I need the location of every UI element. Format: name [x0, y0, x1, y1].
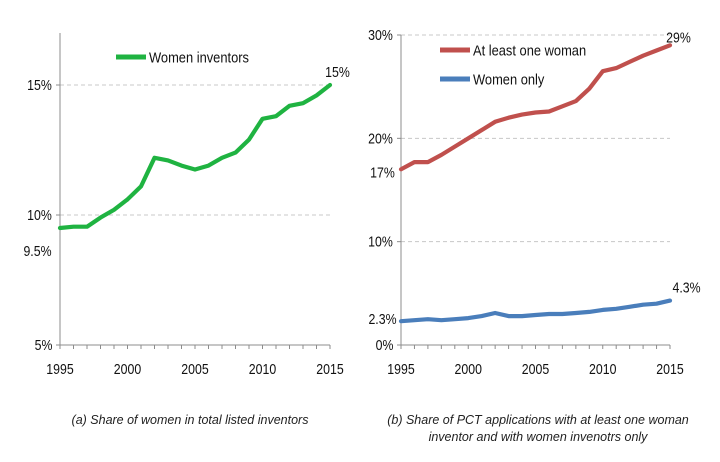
chart-b-x-tick-label: 2015 — [656, 361, 683, 377]
chart-b-caption: (b) Share of PCT applications with at le… — [368, 412, 708, 446]
chart-b-legend-label-0: At least one woman — [473, 42, 586, 59]
chart-a-legend-label-0: Women inventors — [149, 49, 249, 66]
chart-b-data-label: 17% — [370, 164, 395, 180]
chart-a-series-line-0 — [60, 85, 330, 228]
chart-b-y-tick-label: 20% — [368, 130, 393, 146]
chart-b-series-line-0 — [401, 45, 670, 169]
chart-b-x-tick-label: 2010 — [589, 361, 616, 377]
chart-b-legend-label-1: Women only — [473, 71, 544, 88]
chart-b-x-tick-label: 1995 — [387, 361, 414, 377]
chart-a-x-tick-label: 2005 — [181, 361, 208, 377]
chart-b-data-label: 2.3% — [368, 311, 396, 327]
figure: 5% 10% 15% 1995 2000 2005 2010 2015 Women invent… — [0, 0, 720, 462]
chart-a-caption: (a) Share of women in total listed inven… — [40, 412, 340, 429]
chart-b-y-tick-label: 10% — [368, 234, 393, 250]
chart-b-y-tick-label: 30% — [368, 27, 393, 43]
chart-a-y-tick-label: 5% — [35, 337, 53, 353]
chart-b-data-label: 4.3% — [672, 280, 700, 296]
chart-b-series-line-1 — [401, 301, 670, 322]
chart-a-x-tick-label: 1995 — [46, 361, 73, 377]
chart-a-x-tick-label: 2015 — [316, 361, 343, 377]
chart-a-x-tick-label: 2010 — [249, 361, 276, 377]
chart-b-y-tick-label: 0% — [376, 337, 394, 353]
chart-b-x-tick-label: 2005 — [522, 361, 549, 377]
chart-b-x-tick-label: 2000 — [455, 361, 482, 377]
chart-b-data-label: 29% — [666, 29, 691, 45]
chart-a-y-tick-label: 15% — [27, 77, 52, 93]
chart-a-data-label: 9.5% — [23, 243, 51, 259]
chart-a-y-tick-label: 10% — [27, 207, 52, 223]
chart-a-x-tick-label: 2000 — [114, 361, 141, 377]
chart-a-data-label: 15% — [325, 64, 350, 80]
